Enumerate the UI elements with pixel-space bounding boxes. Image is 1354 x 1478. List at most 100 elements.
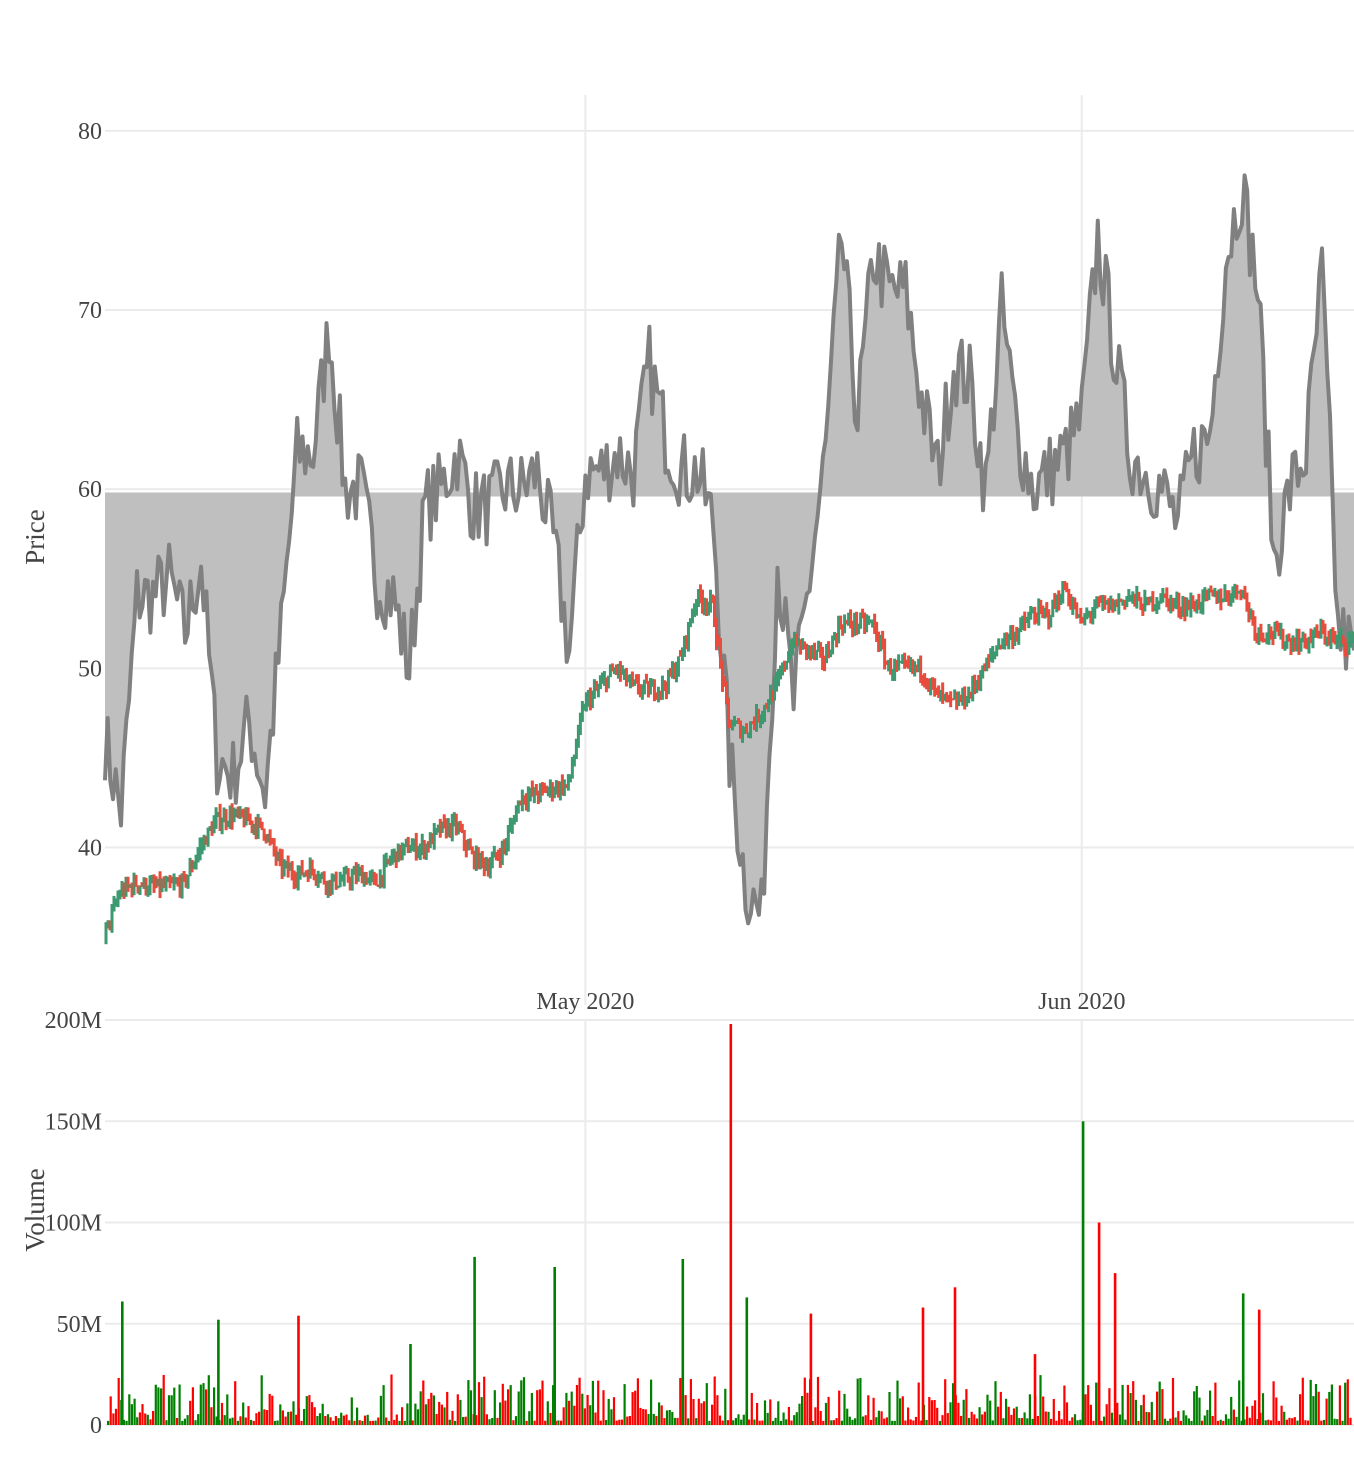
volume-bar bbox=[1063, 1385, 1066, 1425]
volume-bar bbox=[385, 1417, 388, 1425]
volume-bar bbox=[575, 1385, 579, 1425]
volume-bar bbox=[594, 1412, 597, 1425]
volume-bar bbox=[981, 1414, 984, 1425]
volume-bar bbox=[398, 1420, 401, 1425]
volume-bar bbox=[525, 1420, 528, 1425]
volume-bar bbox=[816, 1376, 820, 1425]
volume-bar bbox=[435, 1413, 438, 1425]
volume-bar bbox=[861, 1416, 865, 1425]
volume-bar bbox=[205, 1389, 208, 1425]
volume-bar-spike bbox=[297, 1315, 300, 1425]
volume-bar bbox=[528, 1411, 531, 1425]
volume-bar bbox=[626, 1416, 629, 1425]
volume-bar bbox=[679, 1378, 682, 1425]
volume-bar bbox=[615, 1420, 618, 1425]
volume-bar-spike bbox=[1097, 1222, 1101, 1425]
volume-y-tick-label: 50M bbox=[57, 1312, 102, 1338]
volume-bar bbox=[724, 1388, 727, 1425]
volume-bar bbox=[107, 1420, 110, 1425]
volume-bar bbox=[1124, 1419, 1127, 1425]
volume-bar bbox=[1288, 1417, 1291, 1425]
oscillator-fill-area bbox=[105, 175, 1354, 924]
volume-bar bbox=[1336, 1419, 1339, 1425]
volume-bar bbox=[234, 1381, 237, 1425]
volume-bar bbox=[273, 1420, 277, 1425]
volume-bar bbox=[1158, 1381, 1161, 1425]
volume-bar bbox=[642, 1409, 645, 1425]
volume-bar bbox=[514, 1416, 518, 1425]
volume-bar bbox=[1148, 1412, 1151, 1425]
volume-bar bbox=[909, 1419, 912, 1425]
volume-bar bbox=[1071, 1417, 1074, 1425]
volume-bar bbox=[811, 1420, 814, 1425]
volume-bar bbox=[512, 1420, 515, 1425]
volume-bar bbox=[787, 1407, 790, 1425]
volume-bar bbox=[920, 1420, 923, 1425]
volume-bar bbox=[560, 1420, 563, 1425]
volume-bar bbox=[1068, 1420, 1071, 1425]
volume-bar bbox=[491, 1418, 494, 1425]
volume-bar bbox=[239, 1416, 242, 1425]
volume-bar bbox=[499, 1402, 502, 1425]
volume-bar bbox=[997, 1406, 1000, 1425]
volume-bar bbox=[716, 1395, 719, 1425]
volume-bar bbox=[705, 1383, 708, 1425]
volume-bar-spike bbox=[121, 1301, 124, 1425]
volume-bar-spike bbox=[1081, 1121, 1085, 1426]
volume-bar bbox=[1224, 1414, 1228, 1425]
volume-bar bbox=[570, 1391, 573, 1425]
volume-bar bbox=[1320, 1420, 1323, 1425]
volume-bar bbox=[369, 1420, 372, 1425]
volume-bar bbox=[1020, 1418, 1024, 1425]
volume-bar bbox=[991, 1420, 994, 1425]
volume-bar bbox=[1108, 1388, 1111, 1425]
volume-bar bbox=[1060, 1419, 1063, 1425]
volume-bar bbox=[806, 1392, 809, 1425]
volume-bar bbox=[1110, 1412, 1114, 1425]
volume-bar bbox=[1185, 1415, 1188, 1425]
volume-bar bbox=[1156, 1391, 1159, 1425]
volume-bar bbox=[1177, 1411, 1180, 1425]
volume-bar bbox=[173, 1387, 176, 1425]
volume-bar bbox=[1293, 1417, 1296, 1425]
volume-bar bbox=[1126, 1384, 1129, 1425]
volume-bar bbox=[856, 1378, 859, 1425]
volume-bar bbox=[1005, 1398, 1008, 1425]
volume-bar bbox=[1301, 1377, 1304, 1425]
volume-bar bbox=[692, 1399, 695, 1425]
volume-bar bbox=[462, 1417, 465, 1425]
price-axis-title: Price bbox=[20, 509, 50, 564]
volume-bar bbox=[157, 1387, 160, 1425]
volume-bar bbox=[1209, 1390, 1212, 1425]
volume-bar bbox=[1012, 1408, 1016, 1425]
volume-bar bbox=[268, 1393, 271, 1425]
volume-bar bbox=[348, 1420, 351, 1425]
volume-bar-spike bbox=[1113, 1273, 1117, 1425]
volume-bar bbox=[213, 1387, 216, 1425]
volume-bar-spike bbox=[1257, 1309, 1261, 1425]
volume-bar bbox=[758, 1420, 761, 1425]
volume-bar bbox=[109, 1396, 112, 1425]
volume-bar bbox=[1076, 1420, 1079, 1425]
volume-bar bbox=[316, 1416, 319, 1425]
volume-bar bbox=[581, 1393, 584, 1425]
volume-bar bbox=[602, 1390, 605, 1425]
volume-bar bbox=[342, 1415, 345, 1425]
volume-bar bbox=[424, 1404, 428, 1425]
volume-bar bbox=[430, 1392, 433, 1425]
volume-bar bbox=[1132, 1381, 1135, 1425]
volume-bar bbox=[411, 1420, 414, 1425]
volume-bar bbox=[589, 1405, 592, 1425]
volume-bar bbox=[893, 1420, 896, 1425]
volume-bar bbox=[308, 1395, 311, 1425]
volume-bar bbox=[1280, 1405, 1283, 1425]
volume-bar bbox=[520, 1380, 523, 1425]
volume-bar bbox=[167, 1395, 171, 1425]
volume-bar bbox=[541, 1380, 544, 1425]
volume-bar-spike bbox=[409, 1344, 412, 1425]
volume-bar bbox=[1166, 1420, 1169, 1425]
volume-bar bbox=[1333, 1418, 1336, 1425]
volume-bar bbox=[303, 1409, 306, 1425]
volume-bar bbox=[1216, 1420, 1220, 1425]
volume-bar-spike bbox=[553, 1267, 556, 1425]
